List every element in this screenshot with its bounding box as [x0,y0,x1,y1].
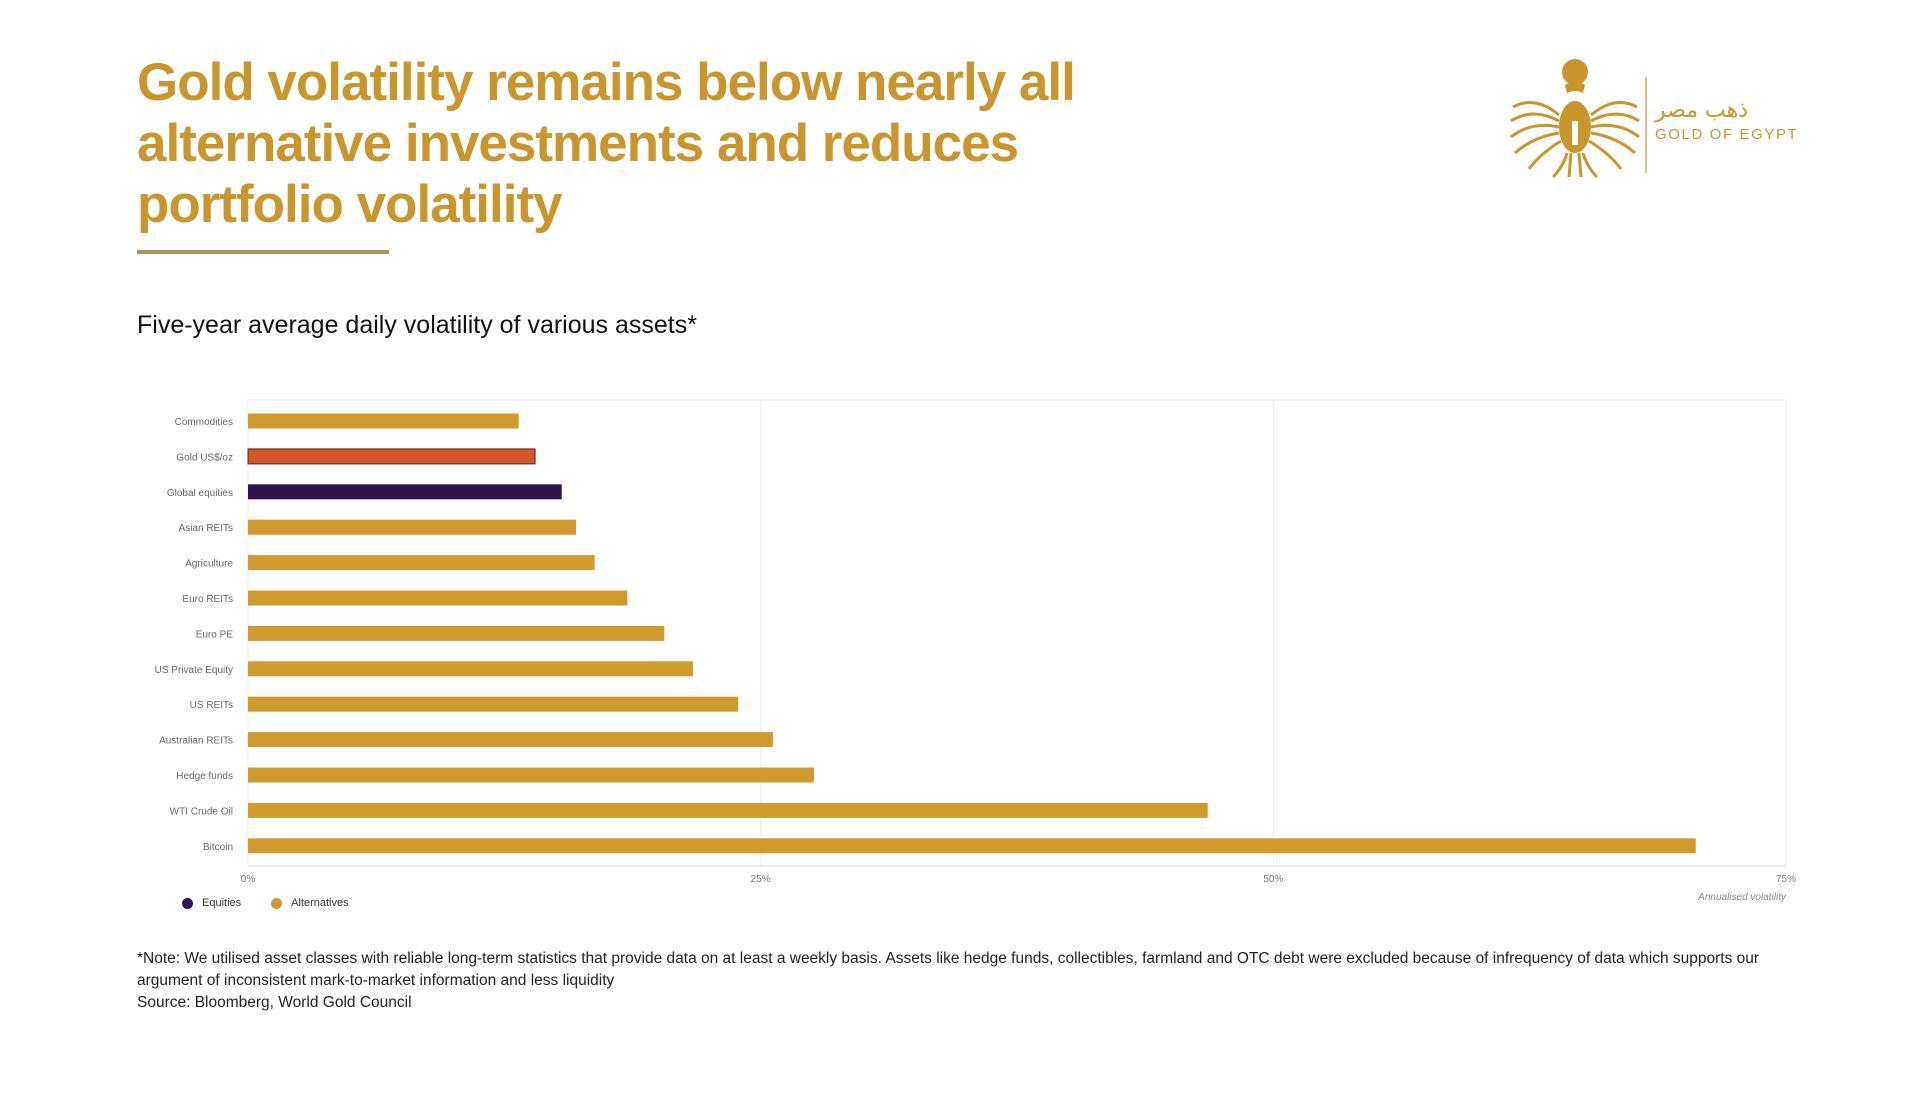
category-label: Euro PE [196,629,234,640]
bar-euro-pe [248,625,665,641]
bar-bitcoin [248,838,1696,854]
winged-scarab-icon [1510,59,1647,179]
note-text: *Note: We utilised asset classes with re… [137,950,1760,989]
bar-us-private-equity [248,661,693,677]
chart-legend: Equities Alternatives [182,897,379,909]
category-label: Australian REITs [159,736,233,747]
headline-line-1: Gold volatility remains below nearly all [137,53,1076,112]
category-label: US Private Equity [155,665,233,676]
chart-subtitle: Five-year average daily volatility of va… [137,311,697,339]
category-label: Agriculture [185,559,233,570]
category-label: Hedge funds [176,771,233,782]
bar-euro-reits [248,590,628,606]
category-label: WTI Crude Oil [170,806,233,817]
legend-swatch-equities [182,897,193,909]
legend-item-alternatives: Alternatives [271,897,349,909]
category-label: US REITs [190,700,233,711]
x-tick-label: 75% [1776,874,1796,885]
category-label: Global equities [167,488,233,499]
bar-australian-reits [248,732,773,748]
legend-swatch-alternatives [271,897,283,909]
category-label: Gold US$/oz [176,452,233,463]
category-label: Commodities [175,417,233,428]
bar-us-reits [248,696,739,712]
x-tick-label: 25% [751,874,771,885]
legend-item-equities: Equities [182,897,241,909]
x-tick-label: 0% [241,874,256,885]
bar-wti-crude-oil [248,802,1208,818]
legend-label-equities: Equities [202,897,242,909]
category-label: Bitcoin [203,842,233,853]
source-text: Source: Bloomberg, World Gold Council [137,994,412,1011]
headline: Gold volatility remains below nearly all… [137,52,1137,235]
footnote: *Note: We utilised asset classes with re… [137,948,1817,1014]
bar-agriculture [248,555,595,571]
category-label: Euro REITs [182,594,233,605]
logo-arabic-text: ذهب مصر [1655,98,1748,123]
bar-gold-us-oz [247,448,536,465]
headline-line-3: portfolio volatility [137,175,563,234]
bar-asian-reits [248,519,577,535]
x-axis-title: Annualised volatility [1697,892,1787,903]
headline-line-2: alternative investments and reduces [137,114,1019,173]
category-label: Asian REITs [179,523,233,534]
bar-commodities [248,413,519,429]
bar-hedge-funds [248,767,814,783]
logo-wordmark: GOLD OF EGYPT [1655,126,1799,143]
x-tick-label: 50% [1263,874,1283,885]
legend-label-alternatives: Alternatives [291,897,349,909]
headline-underline [137,250,389,254]
bar-global-equities [248,484,562,500]
volatility-bar-chart: Commodities Gold US$/oz Global equities Asi… [155,399,1796,903]
